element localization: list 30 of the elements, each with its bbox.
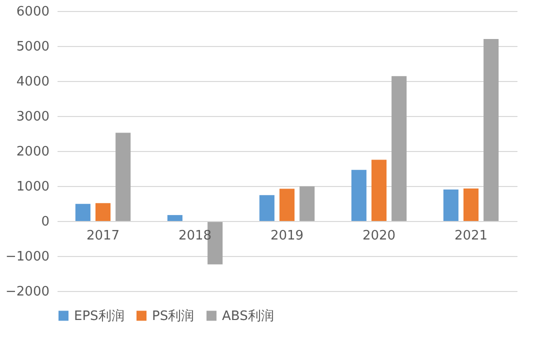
bar: [279, 188, 295, 221]
legend-label: EPS利润: [74, 308, 124, 324]
x-tick-label: 2017: [86, 228, 120, 244]
y-tick-label: −2000: [6, 284, 50, 300]
bar: [351, 170, 366, 221]
bar: [463, 188, 479, 221]
bar: [167, 215, 182, 221]
bar: [484, 39, 499, 221]
y-tick-label: 2000: [16, 144, 50, 160]
y-tick-label: 0: [41, 214, 50, 230]
x-tick-label: 2019: [270, 228, 304, 244]
bar: [392, 76, 407, 221]
y-tick-label: 4000: [16, 74, 50, 90]
bar: [443, 190, 458, 221]
bar: [75, 204, 90, 221]
legend-label: ABS利润: [222, 308, 274, 324]
bar: [95, 203, 111, 221]
y-tick-label: 3000: [16, 110, 50, 124]
bar: [116, 132, 131, 221]
y-tick-label: 1000: [16, 180, 50, 194]
y-tick-label: −1000: [6, 250, 50, 264]
y-tick-label: 6000: [16, 4, 50, 20]
x-tick-label: 2018: [178, 228, 212, 244]
bar: [371, 160, 387, 221]
bar: [300, 186, 315, 221]
x-tick-label: 2020: [362, 228, 396, 244]
y-tick-label: 5000: [16, 40, 50, 54]
bar: [259, 195, 274, 221]
legend-label: PS利润: [152, 308, 194, 324]
x-tick-label: 2021: [454, 228, 488, 244]
